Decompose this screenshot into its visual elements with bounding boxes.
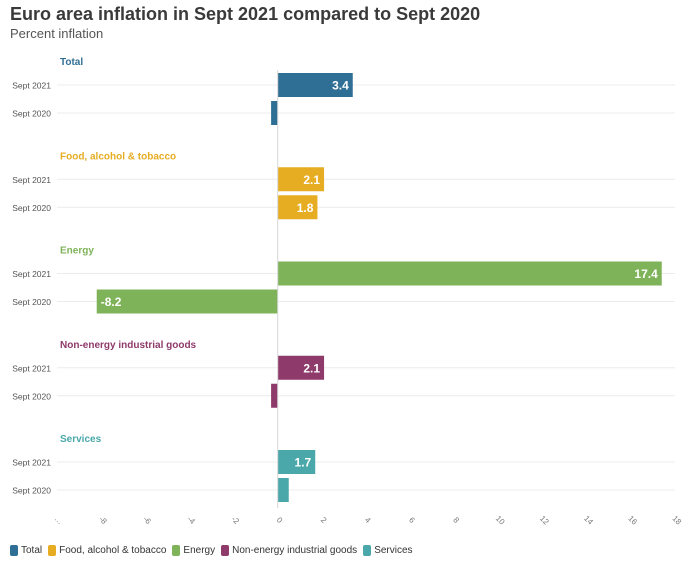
x-tick-label: … [53, 514, 65, 526]
bar [277, 355, 325, 380]
data-label: 1.8 [297, 201, 314, 215]
x-tick-label: 0 [275, 515, 285, 525]
x-tick-label: 8 [451, 515, 461, 525]
row-label: Sept 2021 [12, 269, 51, 279]
legend-label: Services [374, 545, 413, 556]
group-title: Food, alcohol & tobacco [60, 151, 176, 162]
legend-label: Total [21, 545, 43, 556]
bar [277, 450, 316, 474]
bar [271, 101, 278, 125]
row-label: Sept 2020 [12, 297, 51, 307]
x-tick-label: -6 [141, 515, 153, 527]
data-label: 3.4 [332, 79, 349, 93]
group-title: Energy [60, 246, 94, 257]
row-label: Sept 2021 [12, 81, 51, 91]
row-label: Sept 2020 [12, 203, 51, 213]
legend-item[interactable]: Services [363, 545, 413, 556]
bar [277, 73, 353, 97]
row-label: Sept 2020 [12, 486, 51, 496]
legend-item[interactable]: Total [10, 545, 42, 556]
data-label: -8.2 [101, 295, 122, 309]
legend-swatch [172, 545, 181, 556]
bar [96, 289, 278, 314]
data-label: 17.4 [634, 267, 658, 281]
chart-legend: Total Food, alcohol & tobacco Energy Non-en… [10, 545, 413, 556]
legend-swatch [363, 545, 372, 556]
x-tick-label: 16 [626, 514, 639, 527]
group-title: Total [60, 57, 83, 68]
chart-title: Euro area inflation in Sept 2021 compare… [10, 4, 481, 24]
legend-item[interactable]: Energy [172, 545, 215, 556]
row-label: Sept 2020 [12, 109, 51, 119]
row-label: Sept 2021 [12, 363, 51, 373]
x-tick-label: 18 [670, 514, 683, 527]
legend-swatch [221, 545, 230, 556]
x-tick-label: 12 [538, 514, 551, 527]
group-title: Services [60, 434, 102, 445]
x-tick-label: 4 [363, 515, 373, 525]
group-title: Non-energy industrial goods [60, 340, 197, 351]
x-tick-label: -2 [230, 515, 242, 527]
legend-label: Energy [183, 545, 216, 556]
legend-label: Non-energy industrial goods [232, 545, 358, 556]
row-label: Sept 2021 [12, 458, 51, 468]
data-label: 2.1 [303, 361, 320, 375]
bar [277, 261, 662, 286]
legend-swatch [10, 545, 18, 556]
bar [277, 478, 289, 502]
x-tick-label: 6 [407, 515, 417, 525]
row-label: Sept 2021 [12, 175, 51, 185]
chart-subtitle: Percent inflation [10, 26, 104, 41]
legend-item[interactable]: Food, alcohol & tobacco [48, 545, 166, 556]
bar [277, 167, 325, 192]
data-label: 2.1 [303, 173, 320, 187]
bar [271, 383, 278, 408]
x-tick-label: -8 [97, 515, 109, 527]
legend-swatch [48, 545, 57, 556]
data-label: 1.7 [295, 456, 312, 470]
x-tick-label: 14 [582, 514, 595, 527]
legend-item[interactable]: Non-energy industrial goods [221, 545, 357, 556]
x-tick-label: -4 [185, 515, 197, 527]
legend-label: Food, alcohol & tobacco [59, 545, 167, 556]
bar [277, 195, 318, 220]
x-tick-label: 2 [319, 515, 329, 525]
x-tick-label: 10 [494, 514, 507, 527]
row-label: Sept 2020 [12, 391, 51, 401]
